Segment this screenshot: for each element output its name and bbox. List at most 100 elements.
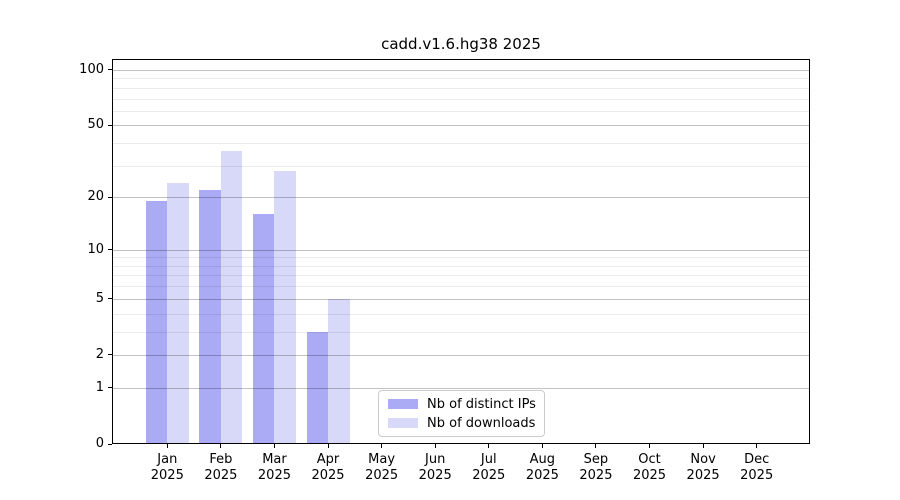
- x-tick-label-month: Mar: [262, 452, 287, 467]
- minor-gridline-3: [112, 331, 810, 333]
- x-tick-mark-Nov: [702, 444, 704, 448]
- x-tick-label-Dec: Dec 2025: [717, 452, 797, 484]
- major-gridline-2: [112, 354, 810, 356]
- y-tick-label-2: 2: [95, 346, 104, 362]
- x-tick-label-year: 2025: [525, 468, 559, 483]
- x-tick-mark-Sep: [595, 444, 597, 448]
- y-tick-label-50: 50: [87, 117, 104, 133]
- legend-row-downloads: Nb of downloads: [388, 416, 535, 431]
- x-tick-label-year: 2025: [472, 468, 506, 483]
- x-tick-label-Aug: Aug 2025: [502, 452, 582, 484]
- minor-gridline-40: [112, 143, 810, 145]
- x-tick-label-year: 2025: [740, 468, 774, 483]
- x-tick-mark-Mar: [273, 444, 275, 448]
- legend-swatch-distinct-ips: [388, 399, 418, 409]
- x-tick-label-year: 2025: [204, 468, 238, 483]
- bar-downloads-Mar: [274, 171, 296, 444]
- x-tick-mark-Oct: [649, 444, 651, 448]
- y-tick-mark-10: [108, 249, 112, 251]
- x-tick-label-month: Jan: [157, 452, 178, 467]
- x-tick-label-year: 2025: [150, 468, 184, 483]
- bar-distinct-ips-Jan: [145, 201, 168, 444]
- bar-downloads-Feb: [220, 151, 243, 444]
- x-tick-label-Jan: Jan 2025: [127, 452, 207, 484]
- x-tick-label-year: 2025: [632, 468, 667, 483]
- y-tick-mark-50: [108, 124, 112, 126]
- minor-gridline-70: [112, 98, 810, 100]
- minor-gridline-9: [112, 257, 810, 259]
- x-tick-mark-Jul: [488, 444, 490, 448]
- x-tick-label-Feb: Feb 2025: [181, 452, 261, 484]
- x-tick-mark-Feb: [220, 444, 222, 448]
- x-tick-label-Jun: Jun 2025: [395, 452, 475, 484]
- x-tick-mark-May: [381, 444, 383, 448]
- x-tick-label-month: Apr: [316, 452, 340, 467]
- x-tick-label-Nov: Nov 2025: [663, 452, 743, 484]
- x-tick-label-month: Feb: [209, 452, 233, 467]
- x-tick-label-month: Oct: [638, 452, 661, 467]
- y-tick-label-20: 20: [87, 189, 104, 205]
- x-tick-label-month: May: [368, 452, 396, 467]
- minor-gridline-80: [112, 87, 810, 89]
- x-tick-label-May: May 2025: [342, 452, 422, 484]
- legend-label-distinct-ips: Nb of distinct IPs: [427, 396, 536, 412]
- minor-gridline-60: [112, 110, 810, 112]
- y-tick-label-5: 5: [95, 290, 104, 306]
- x-tick-label-year: 2025: [579, 468, 613, 483]
- x-tick-label-year: 2025: [365, 468, 399, 483]
- x-tick-mark-Jan: [166, 444, 168, 448]
- major-gridline-5: [112, 298, 810, 300]
- y-tick-mark-0: [108, 443, 112, 445]
- major-gridline-10: [112, 249, 810, 251]
- x-tick-label-Jul: Jul 2025: [449, 452, 529, 484]
- major-gridline-50: [112, 125, 810, 127]
- x-tick-label-month: Sep: [583, 452, 609, 467]
- x-tick-mark-Apr: [327, 444, 329, 448]
- bar-downloads-Jan: [167, 183, 189, 444]
- y-tick-label-10: 10: [87, 241, 104, 257]
- y-tick-mark-5: [108, 298, 112, 300]
- x-tick-label-year: 2025: [257, 468, 291, 483]
- y-tick-mark-20: [108, 196, 112, 198]
- x-tick-label-year: 2025: [311, 468, 345, 483]
- bar-downloads-Apr: [328, 298, 350, 444]
- x-tick-label-month: Aug: [529, 452, 556, 467]
- legend-label-downloads: Nb of downloads: [427, 415, 536, 431]
- x-tick-label-month: Jul: [480, 452, 497, 467]
- legend-swatch-downloads: [388, 418, 418, 428]
- x-tick-label-Apr: Apr 2025: [288, 452, 368, 484]
- x-tick-label-Mar: Mar 2025: [234, 452, 314, 484]
- minor-gridline-7: [112, 275, 810, 277]
- plot-area: [112, 59, 810, 444]
- major-gridline-1: [112, 387, 810, 389]
- minor-gridline-6: [112, 286, 810, 288]
- x-tick-label-Sep: Sep 2025: [556, 452, 636, 484]
- x-tick-label-Oct: Oct 2025: [610, 452, 690, 484]
- x-tick-mark-Jun: [434, 444, 436, 448]
- legend: Nb of distinct IPs Nb of downloads: [378, 390, 545, 437]
- y-tick-label-1: 1: [95, 379, 104, 395]
- minor-gridline-30: [112, 165, 810, 167]
- x-tick-mark-Dec: [756, 444, 758, 448]
- bar-distinct-ips-Feb: [199, 189, 221, 444]
- major-gridline-100: [112, 69, 810, 71]
- x-tick-label-year: 2025: [418, 468, 452, 483]
- chart-title: cadd.v1.6.hg38 2025: [381, 35, 541, 53]
- y-tick-mark-100: [108, 69, 112, 71]
- x-tick-label-month: Dec: [744, 452, 770, 467]
- minor-gridline-8: [112, 265, 810, 267]
- x-tick-label-month: Jun: [425, 452, 446, 467]
- bar-distinct-ips-Mar: [252, 214, 275, 444]
- x-tick-label-year: 2025: [686, 468, 720, 483]
- x-tick-mark-Aug: [541, 444, 543, 448]
- y-tick-mark-2: [108, 354, 112, 356]
- minor-gridline-90: [112, 78, 810, 80]
- x-tick-label-month: Nov: [690, 452, 716, 467]
- y-tick-label-100: 100: [79, 61, 104, 77]
- legend-row-distinct-ips: Nb of distinct IPs: [388, 396, 536, 412]
- y-tick-mark-1: [108, 387, 112, 389]
- bar-distinct-ips-Apr: [306, 331, 329, 444]
- major-gridline-20: [112, 197, 810, 199]
- y-tick-label-0: 0: [95, 436, 104, 451]
